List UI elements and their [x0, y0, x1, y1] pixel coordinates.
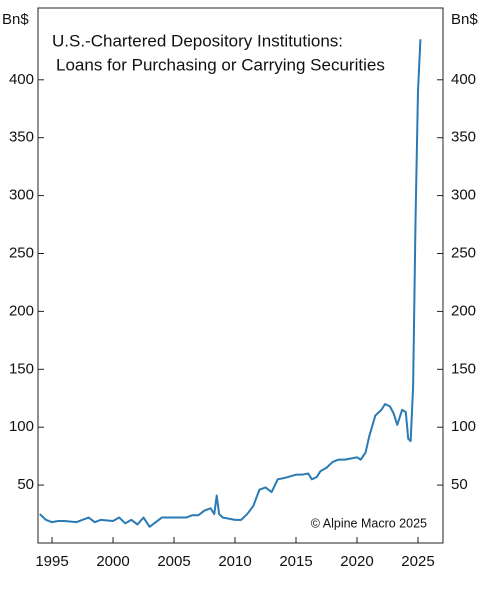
x-tick-label: 2025 — [401, 553, 434, 570]
y-tick-label: 250 — [9, 244, 34, 261]
y-tick-label: 400 — [9, 71, 34, 88]
y-tick-label: 150 — [9, 360, 34, 377]
y-axis-label: Bn$ — [2, 11, 29, 28]
y-tick-label: 50 — [17, 476, 34, 493]
plot-frame — [37, 7, 444, 544]
y2-tick-label: 100 — [451, 418, 476, 435]
chart-title: U.S.-Chartered Depository Institutions: — [52, 31, 343, 50]
y-tick-label: 350 — [9, 129, 34, 146]
x-tick-label: 2010 — [218, 553, 251, 570]
y2-axis-label: Bn$ — [451, 11, 478, 28]
y2-tick-label: 400 — [451, 71, 476, 88]
data-line — [39, 39, 422, 528]
y2-tick-label: 50 — [451, 476, 468, 493]
y2-tick-label: 150 — [451, 360, 476, 377]
x-tick-label: 2015 — [279, 553, 312, 570]
x-tick-label: 2020 — [340, 553, 373, 570]
x-tick-label: 2000 — [96, 553, 129, 570]
y2-tick-label: 250 — [451, 244, 476, 261]
y2-tick-label: 200 — [451, 302, 476, 319]
y-tick-label: 300 — [9, 187, 34, 204]
y2-tick-label: 350 — [451, 129, 476, 146]
chart-subtitle: Loans for Purchasing or Carrying Securit… — [56, 55, 385, 74]
x-tick-label: 2005 — [157, 553, 190, 570]
y-tick-label: 100 — [9, 418, 34, 435]
x-tick-label: 1995 — [35, 553, 68, 570]
annotation: © Alpine Macro 2025 — [311, 516, 427, 530]
y-tick-label: 200 — [9, 302, 34, 319]
y2-tick-label: 300 — [451, 187, 476, 204]
